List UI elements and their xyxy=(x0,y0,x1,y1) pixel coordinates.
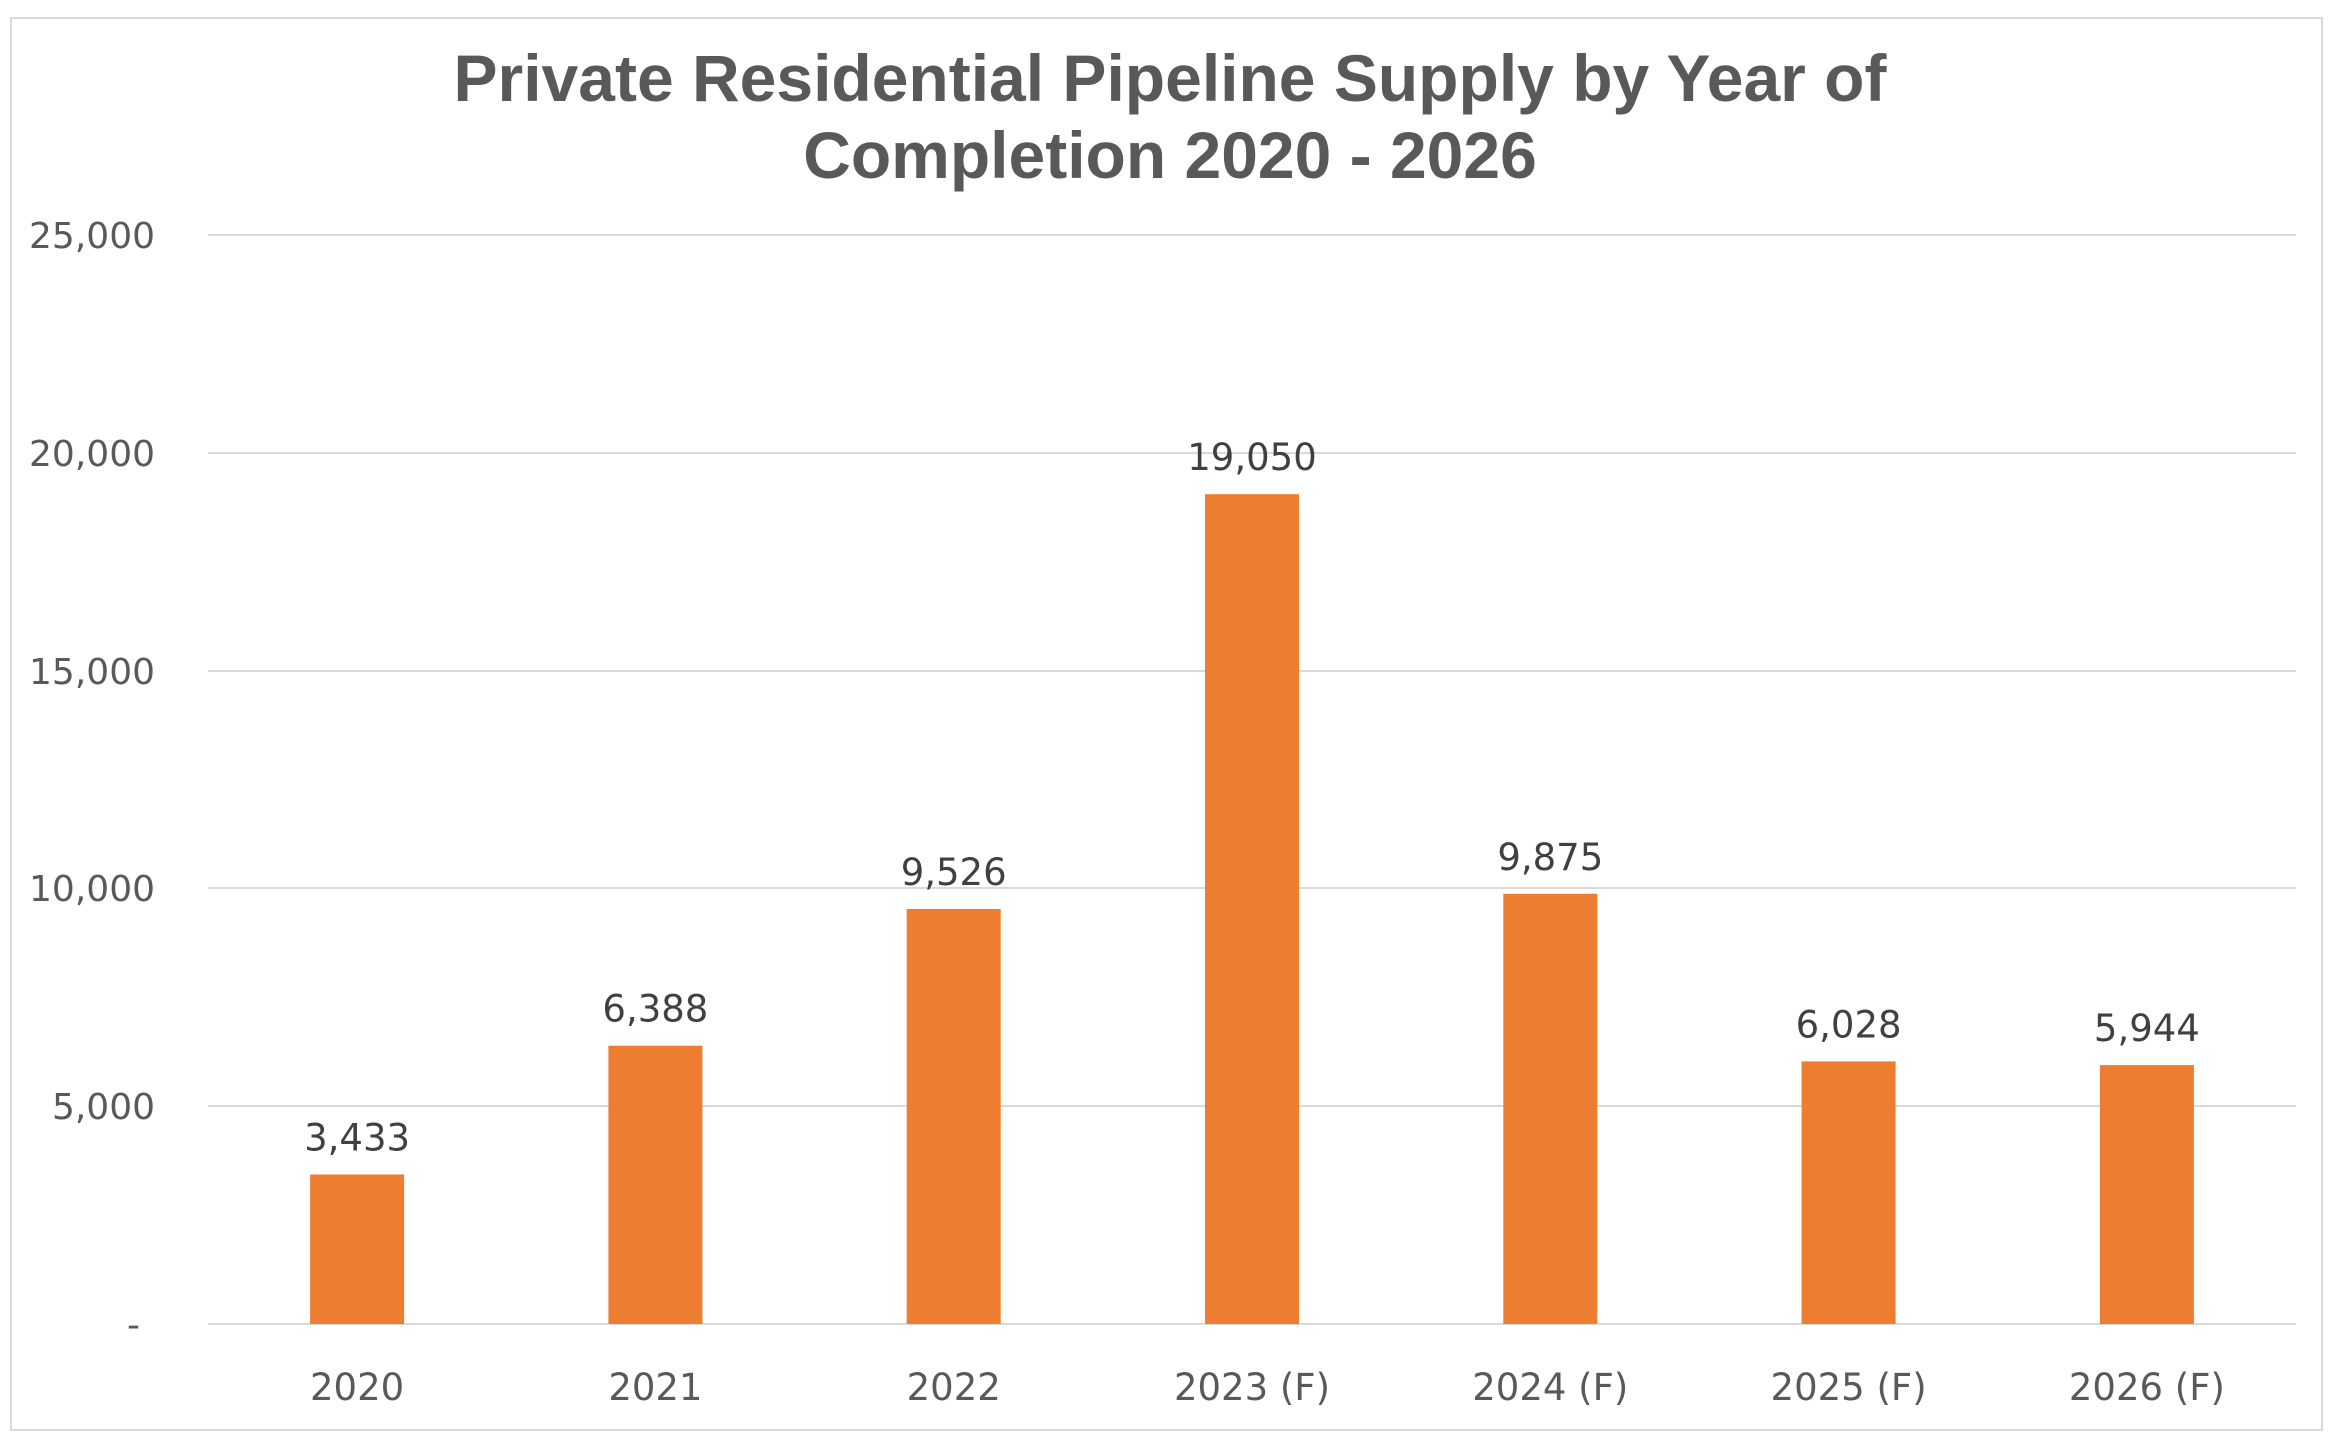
y-tick-label: 25,000 xyxy=(29,216,155,257)
chart-frame xyxy=(10,17,2323,1431)
bar-2024-f xyxy=(1503,893,1598,1324)
bar-2021 xyxy=(608,1045,703,1324)
chart-title-line-1: Private Residential Pipeline Supply by Y… xyxy=(454,41,1888,115)
data-label: 5,944 xyxy=(2094,1007,2200,1050)
data-label: 9,875 xyxy=(1497,836,1603,879)
x-tick-label: 2026 (F) xyxy=(2069,1366,2225,1409)
x-tick-label: 2022 xyxy=(907,1366,1001,1409)
data-label: 6,388 xyxy=(602,988,708,1031)
chart-title: Private Residential Pipeline Supply by Y… xyxy=(454,41,1888,192)
x-tick-label: 2024 (F) xyxy=(1472,1366,1628,1409)
y-tick-label: - xyxy=(127,1305,140,1346)
data-label: 19,050 xyxy=(1187,436,1316,479)
bar-2025-f xyxy=(1801,1061,1896,1324)
bar-2022 xyxy=(906,909,1001,1324)
gridlines xyxy=(208,234,2296,1325)
bars xyxy=(310,494,2194,1324)
x-tick-label: 2020 xyxy=(310,1366,404,1409)
bar-2026-f xyxy=(2099,1065,2194,1324)
data-labels: 3,433 6,388 9,526 19,050 9,875 6,028 5,944 xyxy=(304,436,2200,1159)
y-tick-label: 20,000 xyxy=(29,434,155,475)
y-tick-label: 10,000 xyxy=(29,869,155,910)
data-label: 9,526 xyxy=(901,851,1007,894)
y-tick-label: 15,000 xyxy=(29,652,155,693)
y-axis-tick-labels: - 5,000 10,000 15,000 20,000 25,000 xyxy=(29,216,155,1346)
x-axis-tick-labels: 2020 2021 2022 2023 (F) 2024 (F) 2025 (F) 2026… xyxy=(310,1366,2225,1409)
data-label: 6,028 xyxy=(1796,1003,1902,1046)
data-label: 3,433 xyxy=(304,1117,410,1160)
chart-title-line-2: Completion 2020 - 2026 xyxy=(803,118,1537,192)
x-tick-label: 2021 xyxy=(608,1366,702,1409)
x-tick-label: 2025 (F) xyxy=(1771,1366,1927,1409)
bar-2020 xyxy=(310,1174,405,1324)
x-tick-label: 2023 (F) xyxy=(1174,1366,1330,1409)
y-tick-label: 5,000 xyxy=(52,1087,155,1128)
bar-2023-f xyxy=(1205,494,1299,1324)
